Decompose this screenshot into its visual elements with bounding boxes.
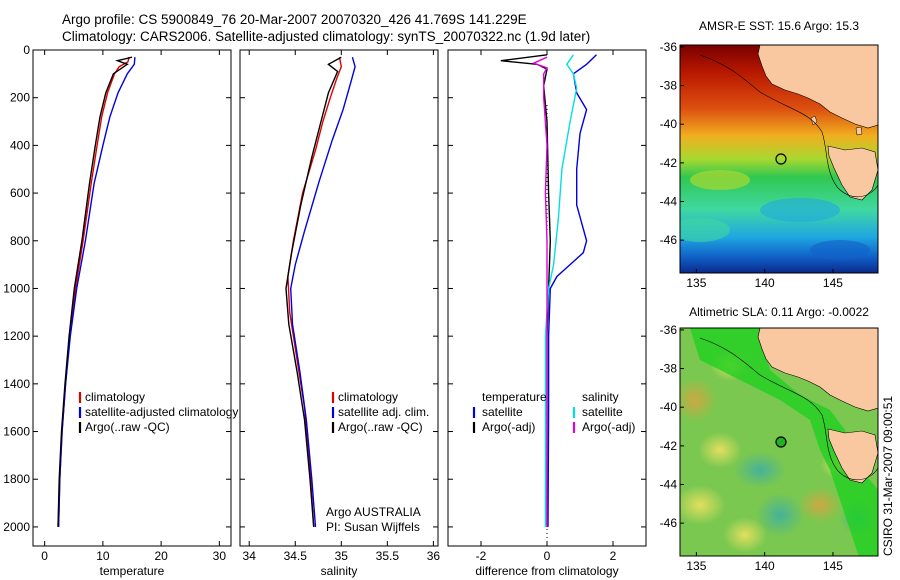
map-y-tick-label: -40: [660, 400, 678, 414]
legend-group-heading: salinity: [582, 390, 619, 404]
figure-title-line-1: Argo profile: CS 5900849_76 20-Mar-2007 …: [62, 12, 527, 27]
x-tick-label: 34: [243, 549, 257, 563]
legend-entry: satellite: [582, 405, 623, 419]
map-y-tick-label: -38: [660, 362, 678, 376]
y-tick-label: 2000: [3, 520, 30, 534]
argo-location-marker: [775, 153, 787, 165]
y-tick-label: 1400: [3, 377, 30, 391]
map-x-tick-label: 135: [686, 559, 706, 573]
x-tick-label: 2: [610, 549, 617, 563]
x-tick-label: 35: [335, 549, 349, 563]
series-line-argo-raw-qc: [285, 56, 342, 527]
x-axis-label-temperature: temperature: [100, 564, 165, 578]
legend-entry: climatology: [338, 390, 398, 404]
y-tick-label: 1800: [3, 472, 30, 486]
legend-entry: Argo(-adj): [582, 420, 635, 434]
axes-frame-salinity: [239, 49, 439, 547]
axes-frame-temperature: [32, 49, 232, 547]
x-tick-label: 20: [154, 549, 168, 563]
figure-title-line-2: Climatology: CARS2006. Satellite-adjuste…: [62, 29, 591, 44]
map-sst: AMSR-E SST: 15.6 Argo: 15.3 135 140 145 -36…: [660, 19, 879, 290]
y-tick-label: 800: [10, 234, 30, 248]
map-x-tick-label: 140: [755, 276, 775, 290]
land-flinders-island: [855, 126, 863, 136]
x-tick-label: 35.5: [376, 549, 400, 563]
annotation-pi-name: PI: Susan Wijffels: [326, 520, 420, 534]
panel-temperature: 0 10 20 30 0 200 400 600 800 1000 1200 1400 1600 1800…: [3, 43, 238, 578]
x-tick-label: 0: [41, 549, 48, 563]
land-king-island: [810, 115, 818, 126]
y-tick-label: 200: [10, 91, 30, 105]
y-tick-label: 400: [10, 138, 30, 152]
legend-difference: temperaturesatelliteArgo(-adj)salinitysa…: [472, 390, 635, 434]
series-line-argo-raw-qc: [57, 56, 133, 527]
legend-group-heading: temperature: [482, 390, 547, 404]
x-tick-label: -2: [476, 549, 487, 563]
series-line-satellite: [547, 54, 597, 527]
y-tick-label: 600: [10, 186, 30, 200]
legend-entry: Argo(-adj): [482, 420, 535, 434]
map-sst-title: AMSR-E SST: 15.6 Argo: 15.3: [699, 19, 859, 33]
series-line-climatology: [287, 57, 343, 527]
legend-entry: Argo(..raw -QC): [338, 420, 423, 434]
sst-isobath: [699, 54, 878, 197]
series-line-argo-adj: [531, 56, 549, 527]
map-y-tick-label: -46: [660, 516, 678, 530]
legend-entry: satellite adj. clim.: [338, 405, 429, 419]
x-tick-label: 0: [544, 549, 551, 563]
map-sla: Altimetric SLA: 0.11 Argo: -0.0022 135 14…: [660, 305, 879, 573]
map-x-tick-label: 140: [755, 559, 775, 573]
y-tick-label: 1200: [3, 329, 30, 343]
x-tick-label: 36: [427, 549, 441, 563]
map-x-tick-label: 145: [823, 559, 843, 573]
series-line-satellite-adj-clim: [289, 57, 356, 527]
map-x-tick-label: 135: [686, 276, 706, 290]
y-tick-label: 1000: [3, 281, 30, 295]
map-y-tick-label: -40: [660, 117, 678, 131]
land-mainland-sla: [757, 328, 878, 412]
x-axis-label-salinity: salinity: [321, 564, 358, 578]
series-line-satellite-adjusted-climatology: [57, 57, 136, 527]
timestamp-label: CSIRO 31-Mar-2007 09:00:51: [881, 396, 895, 556]
panel-difference: -2 0 2 temperaturesatelliteArgo(-adj)salin…: [447, 49, 647, 578]
x-axis-label-difference: difference from climatology: [475, 564, 618, 578]
map-sla-title: Altimetric SLA: 0.11 Argo: -0.0022: [689, 305, 869, 319]
legend-entry: satellite: [482, 405, 523, 419]
series-line-climatology: [57, 57, 130, 527]
legend-entry: climatology: [85, 390, 145, 404]
annotation-argo-australia: Argo AUSTRALIA: [326, 505, 421, 519]
map-y-tick-label: -44: [660, 478, 678, 492]
map-y-tick-label: -36: [660, 40, 678, 54]
land-mainland: [757, 45, 878, 129]
x-tick-label: 10: [96, 549, 110, 563]
x-tick-label: 30: [213, 549, 227, 563]
map-x-tick-label: 145: [823, 276, 843, 290]
legend-entry: satellite-adjusted climatology: [85, 405, 238, 419]
y-tick-label: 1600: [3, 425, 30, 439]
legend-entry: Argo(..raw -QC): [85, 420, 170, 434]
y-tick-label: 0: [23, 43, 30, 57]
map-y-tick-label: -38: [660, 79, 678, 93]
series-line-satellite: [544, 54, 578, 527]
sla-isobath: [699, 337, 878, 480]
argo-location-marker-sla: [775, 436, 787, 448]
map-y-tick-label: -46: [660, 233, 678, 247]
x-tick-label: 34.5: [284, 549, 308, 563]
map-y-tick-label: -42: [660, 439, 678, 453]
map-y-tick-label: -42: [660, 156, 678, 170]
map-y-tick-label: -36: [660, 323, 678, 337]
series-line-argo-adj: [500, 54, 552, 527]
map-y-tick-label: -44: [660, 195, 678, 209]
